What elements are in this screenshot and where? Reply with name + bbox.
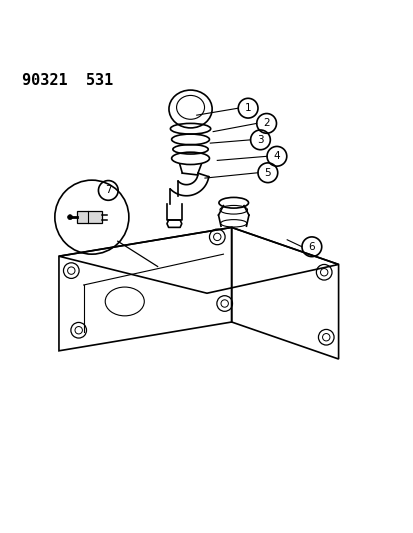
Text: 7: 7 (105, 185, 112, 196)
Text: 6: 6 (308, 242, 314, 252)
Text: 5: 5 (264, 168, 271, 177)
Bar (77, 212, 102, 223)
Text: 4: 4 (273, 151, 280, 161)
Circle shape (67, 215, 72, 220)
Text: 1: 1 (244, 103, 251, 113)
Text: 3: 3 (256, 135, 263, 145)
Text: 2: 2 (263, 118, 269, 128)
Text: 90321  531: 90321 531 (22, 73, 113, 88)
